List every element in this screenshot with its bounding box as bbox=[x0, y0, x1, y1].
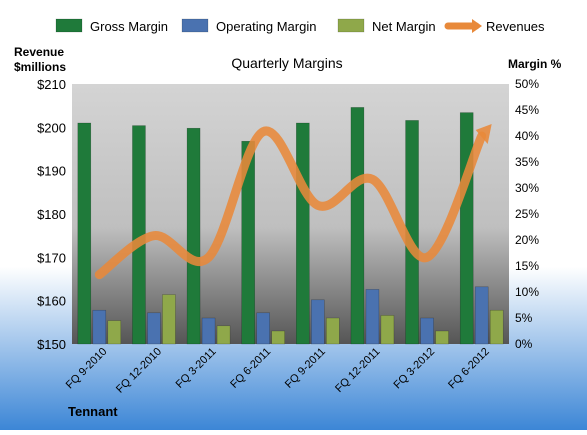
legend-label-gross-margin: Gross Margin bbox=[90, 19, 168, 34]
bar-net-margin-fq-9-2010 bbox=[107, 320, 122, 345]
right-tick-label: 30% bbox=[515, 181, 539, 195]
bar-gross-margin-fq-9-2011 bbox=[296, 122, 310, 345]
legend-arrow-revenues bbox=[472, 19, 482, 33]
bar-operating-margin-fq-12-2010 bbox=[147, 312, 161, 345]
legend: Gross Margin Operating Margin Net Margin Re… bbox=[55, 18, 545, 34]
bar-net-margin-fq-3-2011 bbox=[216, 325, 231, 345]
bar-net-margin-fq-12-2011 bbox=[380, 315, 395, 345]
bar-net-margin-fq-6-2012 bbox=[489, 309, 504, 345]
bar-net-margin-fq-3-2012 bbox=[435, 330, 449, 345]
bar-gross-margin-fq-6-2011 bbox=[241, 140, 255, 345]
bar-operating-margin-fq-9-2010 bbox=[92, 309, 107, 345]
right-tick-label: 50% bbox=[515, 77, 539, 91]
right-tick-label: 10% bbox=[515, 285, 539, 299]
line-layer bbox=[94, 124, 492, 280]
bar-gross-margin-fq-12-2011 bbox=[350, 107, 365, 345]
bar-gross-margin-fq-9-2010 bbox=[77, 122, 92, 345]
line-revenues-arrowhead bbox=[475, 124, 492, 144]
right-tick-label: 0% bbox=[515, 337, 533, 351]
footer-label: Tennant bbox=[68, 404, 118, 419]
bar-operating-margin-fq-6-2011 bbox=[256, 312, 270, 345]
left-axis-title-line2: $millions bbox=[14, 60, 66, 74]
legend-swatch-gross-margin bbox=[55, 18, 83, 33]
left-tick-label: $150 bbox=[37, 337, 66, 352]
left-tick-label: $160 bbox=[37, 294, 66, 309]
legend-label-operating-margin: Operating Margin bbox=[216, 19, 316, 34]
right-tick-label: 35% bbox=[515, 155, 539, 169]
bar-operating-margin-fq-9-2011 bbox=[311, 299, 325, 345]
bar-gross-margin-fq-6-2012 bbox=[459, 112, 474, 345]
left-tick-label: $210 bbox=[37, 77, 66, 92]
right-axis-title: Margin % bbox=[508, 57, 562, 71]
left-tick-label: $170 bbox=[37, 250, 66, 265]
chart-title: Quarterly Margins bbox=[231, 55, 342, 71]
bar-net-margin-fq-6-2011 bbox=[271, 330, 285, 345]
bar-operating-margin-fq-3-2012 bbox=[420, 317, 434, 345]
right-tick-label: 45% bbox=[515, 103, 539, 117]
bar-operating-margin-fq-12-2011 bbox=[365, 289, 380, 345]
left-axis-title-line1: Revenue bbox=[14, 45, 64, 59]
bar-operating-margin-fq-3-2011 bbox=[201, 317, 216, 345]
right-tick-label: 15% bbox=[515, 259, 539, 273]
left-tick-label: $200 bbox=[37, 120, 66, 135]
bar-net-margin-fq-9-2011 bbox=[326, 317, 340, 345]
legend-label-net-margin: Net Margin bbox=[372, 19, 436, 34]
bar-operating-margin-fq-6-2012 bbox=[474, 286, 489, 345]
right-tick-label: 40% bbox=[515, 129, 539, 143]
legend-swatch-net-margin bbox=[337, 18, 365, 33]
legend-swatch-operating-margin bbox=[181, 18, 209, 33]
bar-net-margin-fq-12-2010 bbox=[162, 294, 176, 345]
left-tick-label: $180 bbox=[37, 207, 66, 222]
legend-label-revenues: Revenues bbox=[486, 19, 545, 34]
right-tick-label: 5% bbox=[515, 311, 533, 325]
bars-layer bbox=[77, 107, 504, 345]
right-tick-label: 20% bbox=[515, 233, 539, 247]
line-revenues bbox=[94, 126, 487, 280]
bar-gross-margin-fq-3-2011 bbox=[186, 127, 201, 345]
right-tick-label: 25% bbox=[515, 207, 539, 221]
left-tick-label: $190 bbox=[37, 164, 66, 179]
